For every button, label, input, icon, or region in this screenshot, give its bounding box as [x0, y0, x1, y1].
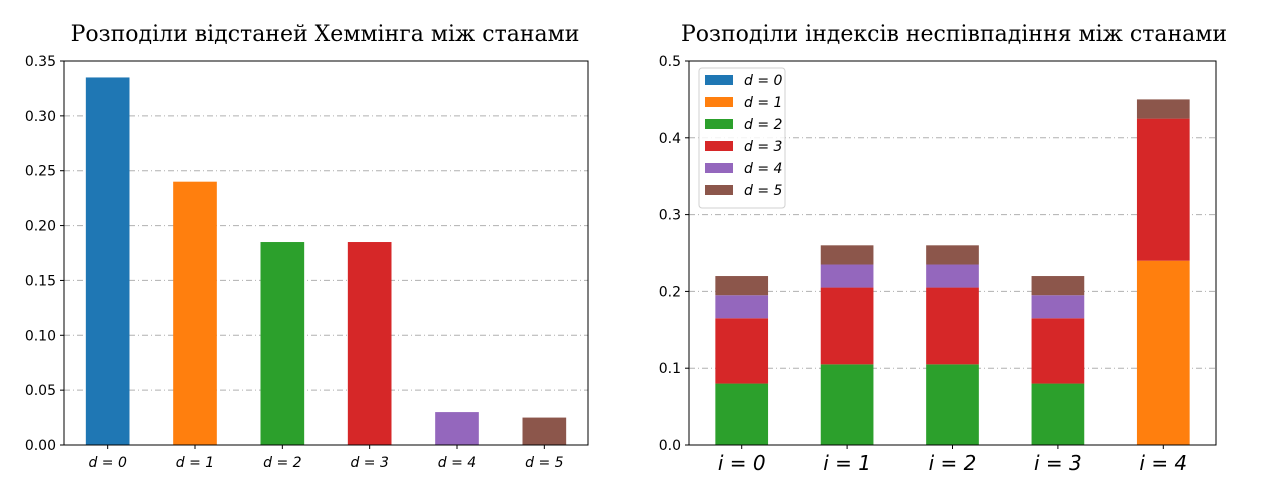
legend-swatch [705, 163, 733, 173]
bar [173, 181, 217, 445]
x-tick-label: i = 0 [718, 451, 766, 475]
bar-segment [820, 364, 874, 445]
bar-segment [1031, 276, 1085, 296]
bar-segment [926, 364, 979, 445]
legend-swatch [705, 75, 733, 85]
bar [347, 242, 392, 445]
axes-frame [688, 60, 1217, 446]
x-tick-label: d = 3 [350, 455, 388, 471]
legend-label: d = 0 [744, 73, 783, 89]
y-tick-label: 0.0 [659, 438, 681, 454]
bar-segment [820, 287, 874, 365]
x-tick-label: i = 1 [823, 451, 871, 475]
bar-segment [926, 287, 979, 365]
bar-segment [715, 383, 769, 445]
y-tick-label: 0.05 [25, 383, 56, 399]
y-tick-label: 0.1 [659, 361, 681, 377]
x-tick-label: i = 4 [1139, 451, 1187, 475]
legend-label: d = 5 [744, 183, 783, 199]
bar-segment [1031, 318, 1085, 384]
x-tick-label: d = 4 [438, 455, 476, 471]
legend-swatch [705, 97, 733, 107]
x-tick-label: d = 2 [263, 455, 302, 471]
bar-segment [820, 264, 874, 288]
legend-swatch [705, 141, 733, 151]
bar-segment [715, 295, 769, 319]
bar [435, 412, 479, 445]
bar [85, 77, 130, 445]
hamming-distance-chart: 0.00 0.05 0.10 0.15 0.20 0.25 0.30 0.35 d = 0 d =… [25, 54, 589, 471]
bar-segment [1136, 260, 1190, 445]
axes-frame [63, 60, 589, 446]
x-tick-label: d = 5 [525, 455, 564, 471]
y-tick-label: 0.3 [659, 208, 681, 224]
y-tick-label: 0.2 [659, 284, 681, 300]
y-tick-label: 0.15 [25, 273, 56, 289]
y-tick-label: 0.30 [25, 109, 56, 125]
legend-label: d = 4 [744, 161, 782, 177]
y-tick-label: 0.20 [25, 219, 56, 235]
y-tick-label: 0.5 [659, 54, 681, 70]
x-tick-label: d = 0 [88, 455, 127, 471]
bar [260, 242, 305, 445]
legend-label: d = 2 [744, 117, 783, 133]
chart-title-mismatch: Розподіли індексів неспівпадіння між ста… [681, 22, 1227, 47]
bar-segment [715, 318, 769, 384]
x-tick-label: i = 2 [929, 451, 977, 475]
bar-segment [1031, 383, 1085, 445]
bar-segment [820, 245, 874, 265]
y-tick-label: 0.10 [25, 328, 56, 344]
bar-segment [1136, 99, 1190, 119]
bar-segment [715, 276, 769, 296]
legend-label: d = 3 [744, 139, 782, 155]
x-tick-label: d = 1 [176, 455, 214, 471]
legend-label: d = 1 [744, 95, 782, 111]
legend-swatch [705, 185, 733, 195]
bar-segment [1031, 295, 1085, 319]
legend-swatch [705, 119, 733, 129]
chart-title-hamming: Розподіли відстаней Хеммінга між станами [71, 22, 580, 47]
y-tick-label: 0.35 [25, 54, 56, 70]
x-tick-label: i = 3 [1034, 451, 1082, 475]
y-tick-label: 0.00 [25, 438, 56, 454]
bar-segment [926, 245, 979, 265]
bar-segment [1136, 118, 1190, 261]
y-tick-label: 0.25 [25, 164, 56, 180]
bar-segment [926, 264, 979, 288]
bar [522, 417, 567, 445]
y-tick-label: 0.4 [659, 131, 681, 147]
mismatch-index-chart: 0.0 0.1 0.2 0.3 0.4 0.5 i = 0 i = 1 i = 2 i = 3 i … [659, 54, 1217, 475]
legend: d = 0 d = 1 d = 2 d = 3 d = 4 d = 5 [698, 67, 786, 209]
